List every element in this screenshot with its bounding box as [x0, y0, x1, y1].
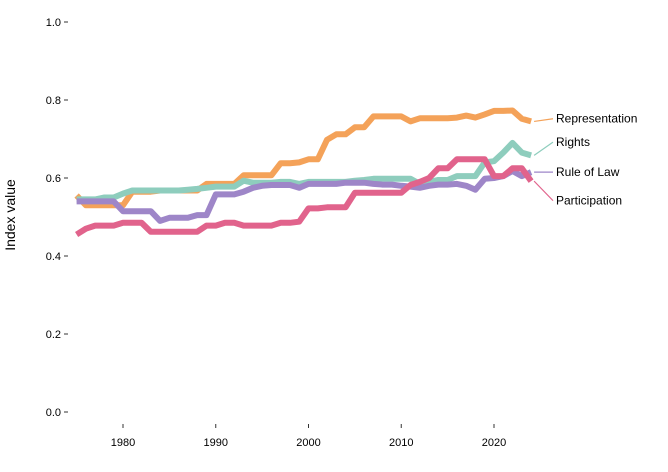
x-tick-label: 2010: [389, 437, 413, 449]
y-tick-label: 0.8: [46, 95, 61, 107]
x-axis: 1980 1990 2000 2010 2020: [111, 424, 506, 449]
x-tick-label: 1980: [111, 437, 135, 449]
x-tick-label: 2020: [482, 437, 506, 449]
series-label: Representation: [556, 112, 637, 126]
series-leader-line: [534, 118, 554, 123]
series-line-participation: [75, 156, 534, 238]
y-axis: 0.0 0.2 0.4 0.6 0.8 1.0: [46, 17, 68, 419]
series-line-rule-of-law: [76, 168, 533, 224]
series-label: Rule of Law: [556, 165, 620, 179]
series-leader-line: [533, 141, 554, 156]
y-tick-label: 0.4: [46, 251, 61, 263]
series-label: Rights: [556, 135, 590, 149]
series-line-rights: [76, 139, 532, 203]
series-lines: [74, 107, 534, 238]
x-tick-label: 2000: [296, 437, 320, 449]
y-tick-label: 0.6: [46, 173, 61, 185]
series-label: Participation: [556, 194, 622, 208]
series-labels: Representation Rights Rule of Law Participa…: [533, 112, 637, 208]
x-tick-label: 1990: [204, 437, 228, 449]
series-leader-line: [533, 180, 554, 202]
y-axis-title: Index value: [2, 179, 18, 251]
y-tick-label: 0.0: [46, 407, 61, 419]
y-tick-label: 1.0: [46, 17, 61, 29]
y-tick-label: 0.2: [46, 329, 61, 341]
